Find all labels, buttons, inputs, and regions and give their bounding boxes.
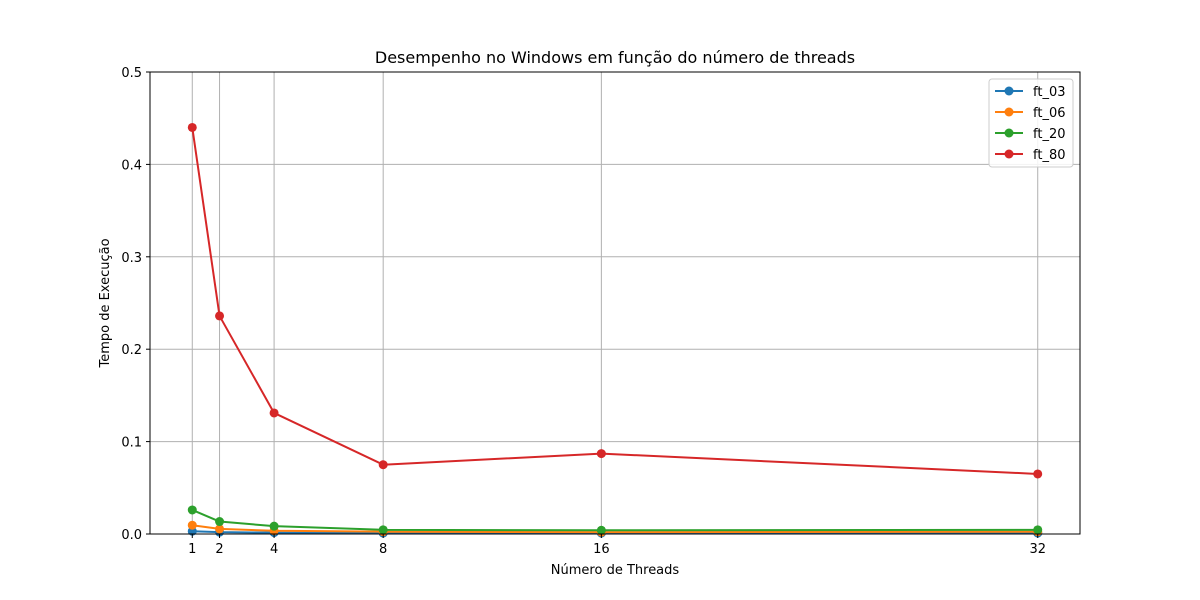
- legend-marker: [1004, 86, 1014, 96]
- legend: ft_03 ft_06 ft_20 ft_80: [988, 78, 1074, 168]
- data-point: [1033, 469, 1043, 479]
- series-line: [191, 127, 1038, 475]
- data-point: [269, 408, 279, 418]
- legend-marker: [1004, 128, 1014, 138]
- legend-entry: ft_80: [995, 148, 1066, 163]
- x-tick-label: 1: [188, 542, 196, 557]
- data-point: [269, 521, 279, 531]
- legend-label: ft_03: [1033, 85, 1066, 100]
- x-tick-label: 4: [270, 542, 278, 557]
- series-line: [192, 530, 1038, 535]
- data-point: [378, 525, 388, 535]
- legend-entry: ft_06: [995, 106, 1066, 121]
- y-axis-label: Tempo de Execução: [98, 238, 113, 368]
- legend-entry: ft_20: [995, 127, 1066, 142]
- data-point: [187, 505, 197, 515]
- chart-title: Desempenho no Windows em função do númer…: [375, 48, 855, 67]
- series-line: [192, 524, 1038, 534]
- legend-box: [988, 78, 1074, 168]
- data-point: [215, 524, 225, 534]
- data-point: [596, 449, 606, 459]
- y-tick-label: 0.5: [121, 66, 142, 81]
- legend-marker: [1004, 107, 1014, 117]
- data-point: [187, 122, 197, 132]
- y-tick-label: 0.1: [121, 436, 142, 451]
- data-point: [215, 311, 225, 321]
- data-point: [215, 517, 225, 527]
- series-ft_20: [187, 505, 1043, 535]
- x-axis-label: Número de Threads: [551, 563, 680, 578]
- legend-label: ft_06: [1033, 106, 1066, 121]
- data-point: [1033, 525, 1043, 535]
- series-line: [191, 509, 1038, 532]
- data-point: [596, 525, 606, 535]
- x-tick-label: 16: [593, 542, 610, 557]
- y-tick-label: 0.2: [121, 343, 142, 358]
- y-tick-label: 0.0: [121, 528, 142, 543]
- series-ft_80: [187, 122, 1043, 479]
- x-tick-label: 2: [215, 542, 223, 557]
- axis-ticks: 1 2 4 8 16 32 0.0 0.1 0.2 0.3 0.4 0.5: [121, 66, 1046, 557]
- series-layer: [187, 122, 1043, 538]
- legend-label: ft_20: [1033, 127, 1066, 142]
- x-tick-label: 8: [379, 542, 387, 557]
- legend-marker: [1004, 149, 1014, 159]
- legend-label: ft_80: [1033, 148, 1066, 163]
- legend-entry: ft_03: [995, 85, 1066, 100]
- plot-frame: [149, 71, 1081, 535]
- data-point: [187, 520, 197, 530]
- x-tick-label: 32: [1029, 542, 1046, 557]
- data-point: [378, 460, 388, 470]
- y-tick-label: 0.3: [121, 251, 142, 266]
- y-tick-label: 0.4: [121, 158, 142, 173]
